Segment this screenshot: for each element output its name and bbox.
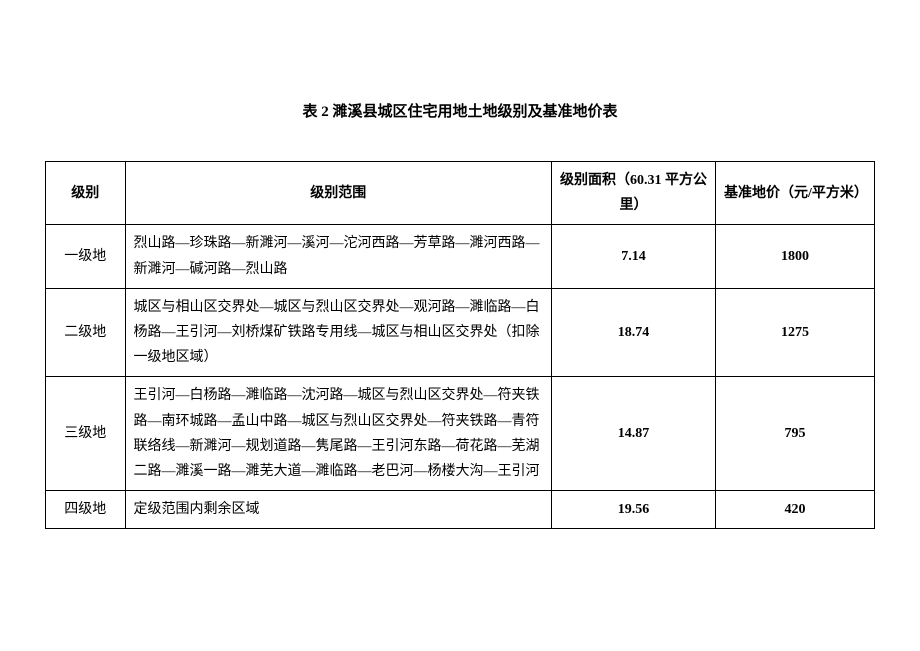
table-row: 四级地 定级范围内剩余区域 19.56 420	[46, 491, 875, 529]
cell-area: 19.56	[551, 491, 715, 529]
table-row: 一级地 烈山路—珍珠路—新濉河—溪河—沱河西路—芳草路—濉河西路—新濉河—碱河路…	[46, 225, 875, 288]
table-row: 二级地 城区与相山区交界处—城区与烈山区交界处—观河路—濉临路—白杨路—王引河—…	[46, 288, 875, 377]
cell-range: 烈山路—珍珠路—新濉河—溪河—沱河西路—芳草路—濉河西路—新濉河—碱河路—烈山路	[125, 225, 551, 288]
cell-range: 定级范围内剩余区域	[125, 491, 551, 529]
cell-range: 城区与相山区交界处—城区与烈山区交界处—观河路—濉临路—白杨路—王引河—刘桥煤矿…	[125, 288, 551, 377]
table-header-row: 级别 级别范围 级别面积（60.31 平方公里） 基准地价（元/平方米）	[46, 162, 875, 225]
cell-level: 一级地	[46, 225, 126, 288]
header-level: 级别	[46, 162, 126, 225]
cell-level: 四级地	[46, 491, 126, 529]
cell-price: 420	[716, 491, 875, 529]
cell-area: 14.87	[551, 377, 715, 491]
cell-level: 二级地	[46, 288, 126, 377]
header-range: 级别范围	[125, 162, 551, 225]
header-area: 级别面积（60.31 平方公里）	[551, 162, 715, 225]
cell-price: 1800	[716, 225, 875, 288]
table-row: 三级地 王引河—白杨路—濉临路—沈河路—城区与烈山区交界处—符夹铁路—南环城路—…	[46, 377, 875, 491]
cell-area: 7.14	[551, 225, 715, 288]
land-price-table: 级别 级别范围 级别面积（60.31 平方公里） 基准地价（元/平方米） 一级地…	[45, 161, 875, 529]
cell-area: 18.74	[551, 288, 715, 377]
header-price: 基准地价（元/平方米）	[716, 162, 875, 225]
cell-price: 1275	[716, 288, 875, 377]
cell-level: 三级地	[46, 377, 126, 491]
table-title: 表 2 濉溪县城区住宅用地土地级别及基准地价表	[45, 100, 875, 121]
cell-range: 王引河—白杨路—濉临路—沈河路—城区与烈山区交界处—符夹铁路—南环城路—孟山中路…	[125, 377, 551, 491]
cell-price: 795	[716, 377, 875, 491]
